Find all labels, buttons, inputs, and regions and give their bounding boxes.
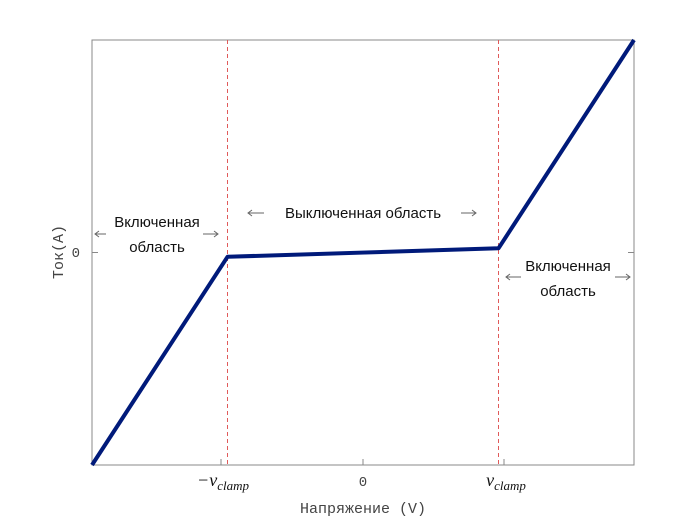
left-region-label-line2: область [129,239,185,256]
middle-region-label: Выключенная область [285,205,441,222]
middle-region-arrow-left [247,209,264,217]
right-region-label-line1: Включенная [525,258,611,275]
right-region-arrow-left [505,273,521,281]
y-axis-label: Ток(A) [51,225,68,279]
left-region-arrow-right [203,230,219,238]
iv-curve-line [90,38,636,467]
x-tick-label-neg-clamp: −vclamp [197,470,249,493]
right-region-arrow-right [615,273,631,281]
x-axis-label: Напряжение (V) [300,501,426,518]
left-region-arrow-left [94,230,106,238]
left-region-label-line1: Включенная [114,214,200,231]
middle-region-arrow-right [461,209,477,217]
y-tick-label-zero: 0 [72,246,80,262]
x-tick-label-zero: 0 [359,475,367,491]
x-tick-label-pos-clamp: vclamp [486,470,526,493]
right-region-label-line2: область [540,283,596,300]
